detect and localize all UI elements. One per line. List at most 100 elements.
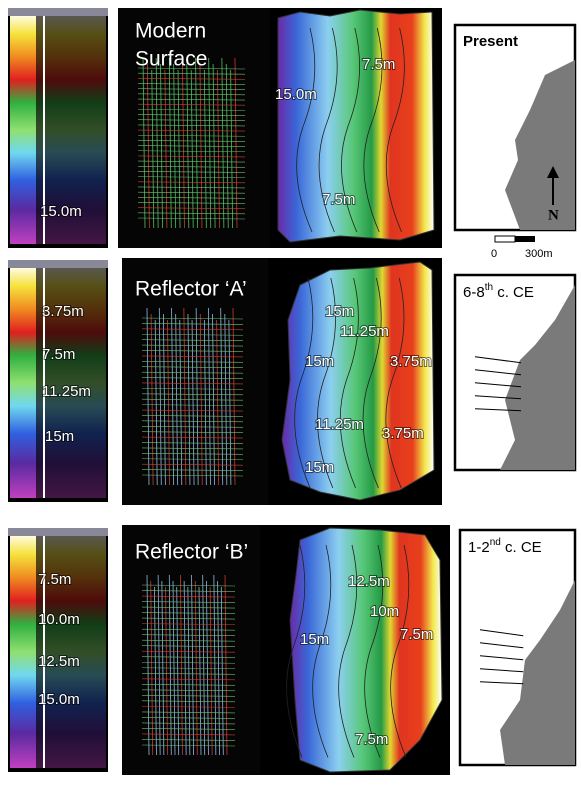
survey-line	[137, 119, 246, 122]
survey-line	[141, 436, 244, 439]
survey-line	[141, 711, 236, 714]
survey-line	[177, 69, 181, 229]
survey-line	[137, 197, 246, 199]
map-label: 15m	[305, 353, 334, 370]
panel-title: Surface	[135, 48, 207, 71]
survey-line	[208, 307, 211, 486]
survey-line	[141, 639, 236, 642]
survey-line	[164, 69, 168, 229]
survey-line	[141, 606, 236, 609]
flow-arrow	[474, 356, 522, 364]
survey-line	[141, 595, 236, 598]
survey-line	[141, 328, 244, 331]
survey-line	[141, 442, 244, 444]
survey-line	[137, 191, 246, 194]
survey-line	[137, 202, 246, 204]
map-label: 15m	[325, 303, 354, 320]
histogram	[36, 268, 106, 498]
survey-line	[179, 319, 183, 486]
survey-panel	[122, 525, 260, 775]
panel-title: Reflector ‘A’	[135, 278, 247, 301]
survey-line	[182, 57, 185, 229]
survey-line	[141, 617, 236, 620]
panel-row: 7.5m 10.0m 12.5m 15.0m Reflector ‘B’ 12.5m 10m…	[8, 525, 577, 775]
scale-label: 0	[491, 248, 497, 260]
survey-line	[220, 586, 224, 756]
contour	[385, 277, 405, 489]
colorbar-header	[8, 260, 108, 268]
survey-line	[141, 661, 236, 664]
colorbar-header	[8, 528, 108, 536]
survey-line	[154, 586, 157, 756]
survey-line	[137, 165, 246, 168]
survey-line	[157, 574, 161, 756]
survey-line	[221, 57, 225, 229]
inset-label: Present	[463, 33, 518, 50]
survey-line	[146, 307, 150, 486]
survey-line	[141, 650, 236, 653]
survey-line	[141, 612, 236, 614]
survey-line	[151, 69, 155, 229]
survey-line	[171, 307, 174, 486]
survey-line	[195, 307, 199, 486]
map-label: 7.5m	[362, 56, 395, 73]
coastline	[500, 285, 575, 470]
survey-line	[141, 469, 244, 471]
map-label: 15m	[300, 631, 329, 648]
survey-line	[141, 377, 244, 379]
survey-line	[190, 69, 194, 229]
survey-line	[217, 580, 220, 756]
survey-line	[141, 634, 236, 636]
histogram	[36, 536, 106, 768]
survey-line	[141, 474, 244, 477]
survey-line	[213, 574, 217, 756]
colorbar-label: 11.25m	[42, 383, 91, 400]
survey-line	[168, 57, 172, 229]
survey-line	[220, 307, 224, 486]
label-tail: c. CE	[501, 539, 542, 556]
survey-line	[137, 134, 246, 137]
survey-line	[141, 672, 236, 675]
survey-line	[141, 317, 244, 320]
colorbar	[10, 268, 36, 498]
survey-line	[137, 83, 246, 85]
survey-line	[141, 584, 236, 587]
survey-line	[141, 323, 244, 325]
survey-line	[154, 319, 158, 486]
survey-line	[224, 574, 228, 756]
survey-line	[141, 339, 244, 341]
survey-line	[137, 171, 246, 173]
flow-arrow	[474, 382, 522, 388]
survey-line	[141, 645, 236, 647]
survey-line	[141, 678, 236, 681]
scale-label: 300m	[525, 248, 553, 260]
contour	[339, 277, 359, 489]
colorbar-label: 15.0m	[40, 203, 82, 220]
panels: 15.0m Modern Surface 7.5m 15.0m 7.5m Present N 0…	[8, 8, 577, 775]
survey-line	[137, 103, 246, 106]
survey-line	[141, 628, 236, 631]
flow-arrow	[474, 369, 522, 376]
survey-line	[225, 63, 229, 229]
survey-line	[137, 217, 246, 220]
north-label: N	[548, 207, 559, 223]
survey-line	[141, 420, 244, 423]
survey-line	[141, 447, 244, 450]
survey-line	[141, 700, 236, 703]
survey-line	[141, 744, 236, 747]
coastline	[505, 60, 575, 230]
survey-line	[141, 350, 244, 352]
survey-line	[230, 69, 234, 229]
label-sup: nd	[490, 537, 501, 548]
map-label: 3.75m	[382, 425, 424, 442]
survey-line	[137, 176, 246, 178]
survey-line	[141, 706, 236, 708]
survey-line	[137, 78, 246, 80]
contour	[294, 277, 314, 489]
survey-line	[141, 366, 244, 369]
inset-label: 1-2nd c. CE	[468, 537, 542, 556]
panel-row: 3.75m 7.5m 11.25m 15m Reflector ‘A’ 15m 11.25m…	[8, 258, 577, 505]
survey-line	[141, 458, 244, 461]
map-label: 15m	[305, 459, 334, 476]
survey-line	[137, 160, 246, 163]
